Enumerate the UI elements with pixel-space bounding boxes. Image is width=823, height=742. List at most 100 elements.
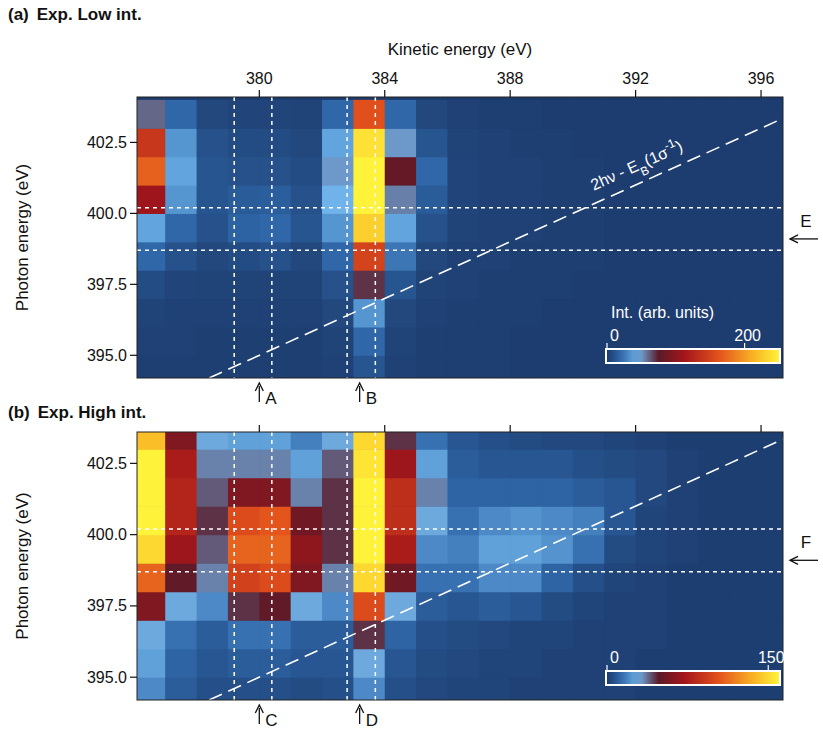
heat-cell — [667, 449, 699, 478]
heat-cell — [137, 242, 166, 271]
heat-cell — [259, 620, 291, 649]
diagonal-label-part: 2hν - E — [588, 157, 641, 193]
heat-cell — [542, 592, 574, 621]
heat-cell — [510, 213, 542, 242]
heat-cell — [510, 299, 542, 328]
heat-cell — [137, 592, 166, 621]
heat-cell — [761, 299, 783, 328]
colorbar-label: Int. (arb. units) — [611, 304, 714, 321]
heat-cell — [228, 327, 260, 356]
heat-cell — [291, 563, 323, 592]
heat-cell — [228, 649, 260, 678]
heat-cell — [447, 563, 479, 592]
heat-cell — [197, 299, 229, 328]
heat-cell — [510, 355, 542, 378]
heat-cell — [353, 299, 385, 328]
side-label: E — [800, 212, 811, 231]
heat-cell — [259, 449, 291, 478]
heat-cell — [730, 299, 762, 328]
heat-cell — [761, 100, 783, 129]
heat-cell — [479, 185, 511, 214]
heat-cell — [542, 677, 574, 700]
heat-cell — [165, 270, 197, 299]
heat-cell — [447, 185, 479, 214]
heat-cell — [479, 677, 511, 700]
heat-cell — [137, 535, 166, 564]
heat-cell — [259, 327, 291, 356]
heat-cell — [510, 242, 542, 271]
heat-cell — [636, 506, 668, 535]
heat-cell — [322, 270, 354, 299]
marker-arrow — [259, 386, 260, 402]
heat-cell — [698, 213, 730, 242]
heat-cell — [698, 128, 730, 157]
colorbar-tick-label: 0 — [610, 327, 619, 344]
heat-cell — [291, 449, 323, 478]
marker-label: D — [366, 711, 378, 730]
heat-cell — [510, 157, 542, 186]
heat-cell — [353, 270, 385, 299]
heat-cell — [137, 649, 166, 678]
heat-cell — [228, 620, 260, 649]
heat-cell — [447, 620, 479, 649]
marker-label: B — [366, 389, 377, 408]
guide-hline — [137, 250, 783, 252]
guide-vline — [346, 432, 348, 700]
heat-cell — [385, 620, 417, 649]
panel-letter: (b) — [8, 403, 30, 422]
heat-cell — [416, 478, 448, 507]
heat-cell — [604, 213, 636, 242]
heat-cell — [291, 299, 323, 328]
heat-cell — [542, 185, 574, 214]
heat-cell — [259, 432, 291, 450]
heat-cell — [137, 620, 166, 649]
heat-cell — [259, 213, 291, 242]
heat-cell — [137, 157, 166, 186]
x-tick-label: 396 — [748, 70, 775, 87]
heat-cell — [416, 242, 448, 271]
y-tick-label: 400.0 — [87, 205, 127, 222]
heat-cell — [542, 355, 574, 378]
heat-cell — [416, 185, 448, 214]
heat-cell — [165, 213, 197, 242]
heat-cell — [291, 270, 323, 299]
heat-cell — [636, 563, 668, 592]
heat-cell — [353, 128, 385, 157]
heat-cell — [510, 563, 542, 592]
heat-cell — [573, 299, 605, 328]
y-tick-label: 395.0 — [87, 669, 127, 686]
heat-cell — [353, 592, 385, 621]
heat-cell — [698, 432, 730, 450]
heat-cell — [761, 128, 783, 157]
panel-title: (b) Exp. High int. — [8, 403, 146, 422]
heat-cell — [165, 563, 197, 592]
heat-cell — [479, 157, 511, 186]
heat-cell — [447, 355, 479, 378]
heat-cell — [165, 449, 197, 478]
heat-cell — [291, 432, 323, 450]
heat-cell — [416, 535, 448, 564]
colorbar-border — [605, 348, 781, 364]
heat-cell — [197, 128, 229, 157]
figure: 2hν - EB(1σ-1)380384388392396395.0397.54… — [0, 0, 823, 742]
heat-cell — [165, 128, 197, 157]
panel-title-text: Exp. High int. — [38, 403, 147, 422]
guide-hline — [137, 207, 783, 209]
heat-cell — [761, 185, 783, 214]
heat-cell — [479, 213, 511, 242]
x-tick — [635, 90, 636, 97]
heat-cell — [228, 128, 260, 157]
marker-arrowhead — [255, 383, 263, 391]
x-tick — [259, 90, 260, 97]
heat-cell — [447, 242, 479, 271]
panel: 2hν - EB(1σ-1)380384388392396395.0397.54… — [8, 5, 823, 408]
heat-cell — [353, 535, 385, 564]
heat-cell — [542, 213, 574, 242]
heat-cell — [542, 157, 574, 186]
heat-cell — [197, 449, 229, 478]
heat-cell — [291, 213, 323, 242]
heat-cell — [322, 299, 354, 328]
heat-cell — [353, 563, 385, 592]
plot-area — [137, 97, 783, 378]
heat-cell — [604, 270, 636, 299]
